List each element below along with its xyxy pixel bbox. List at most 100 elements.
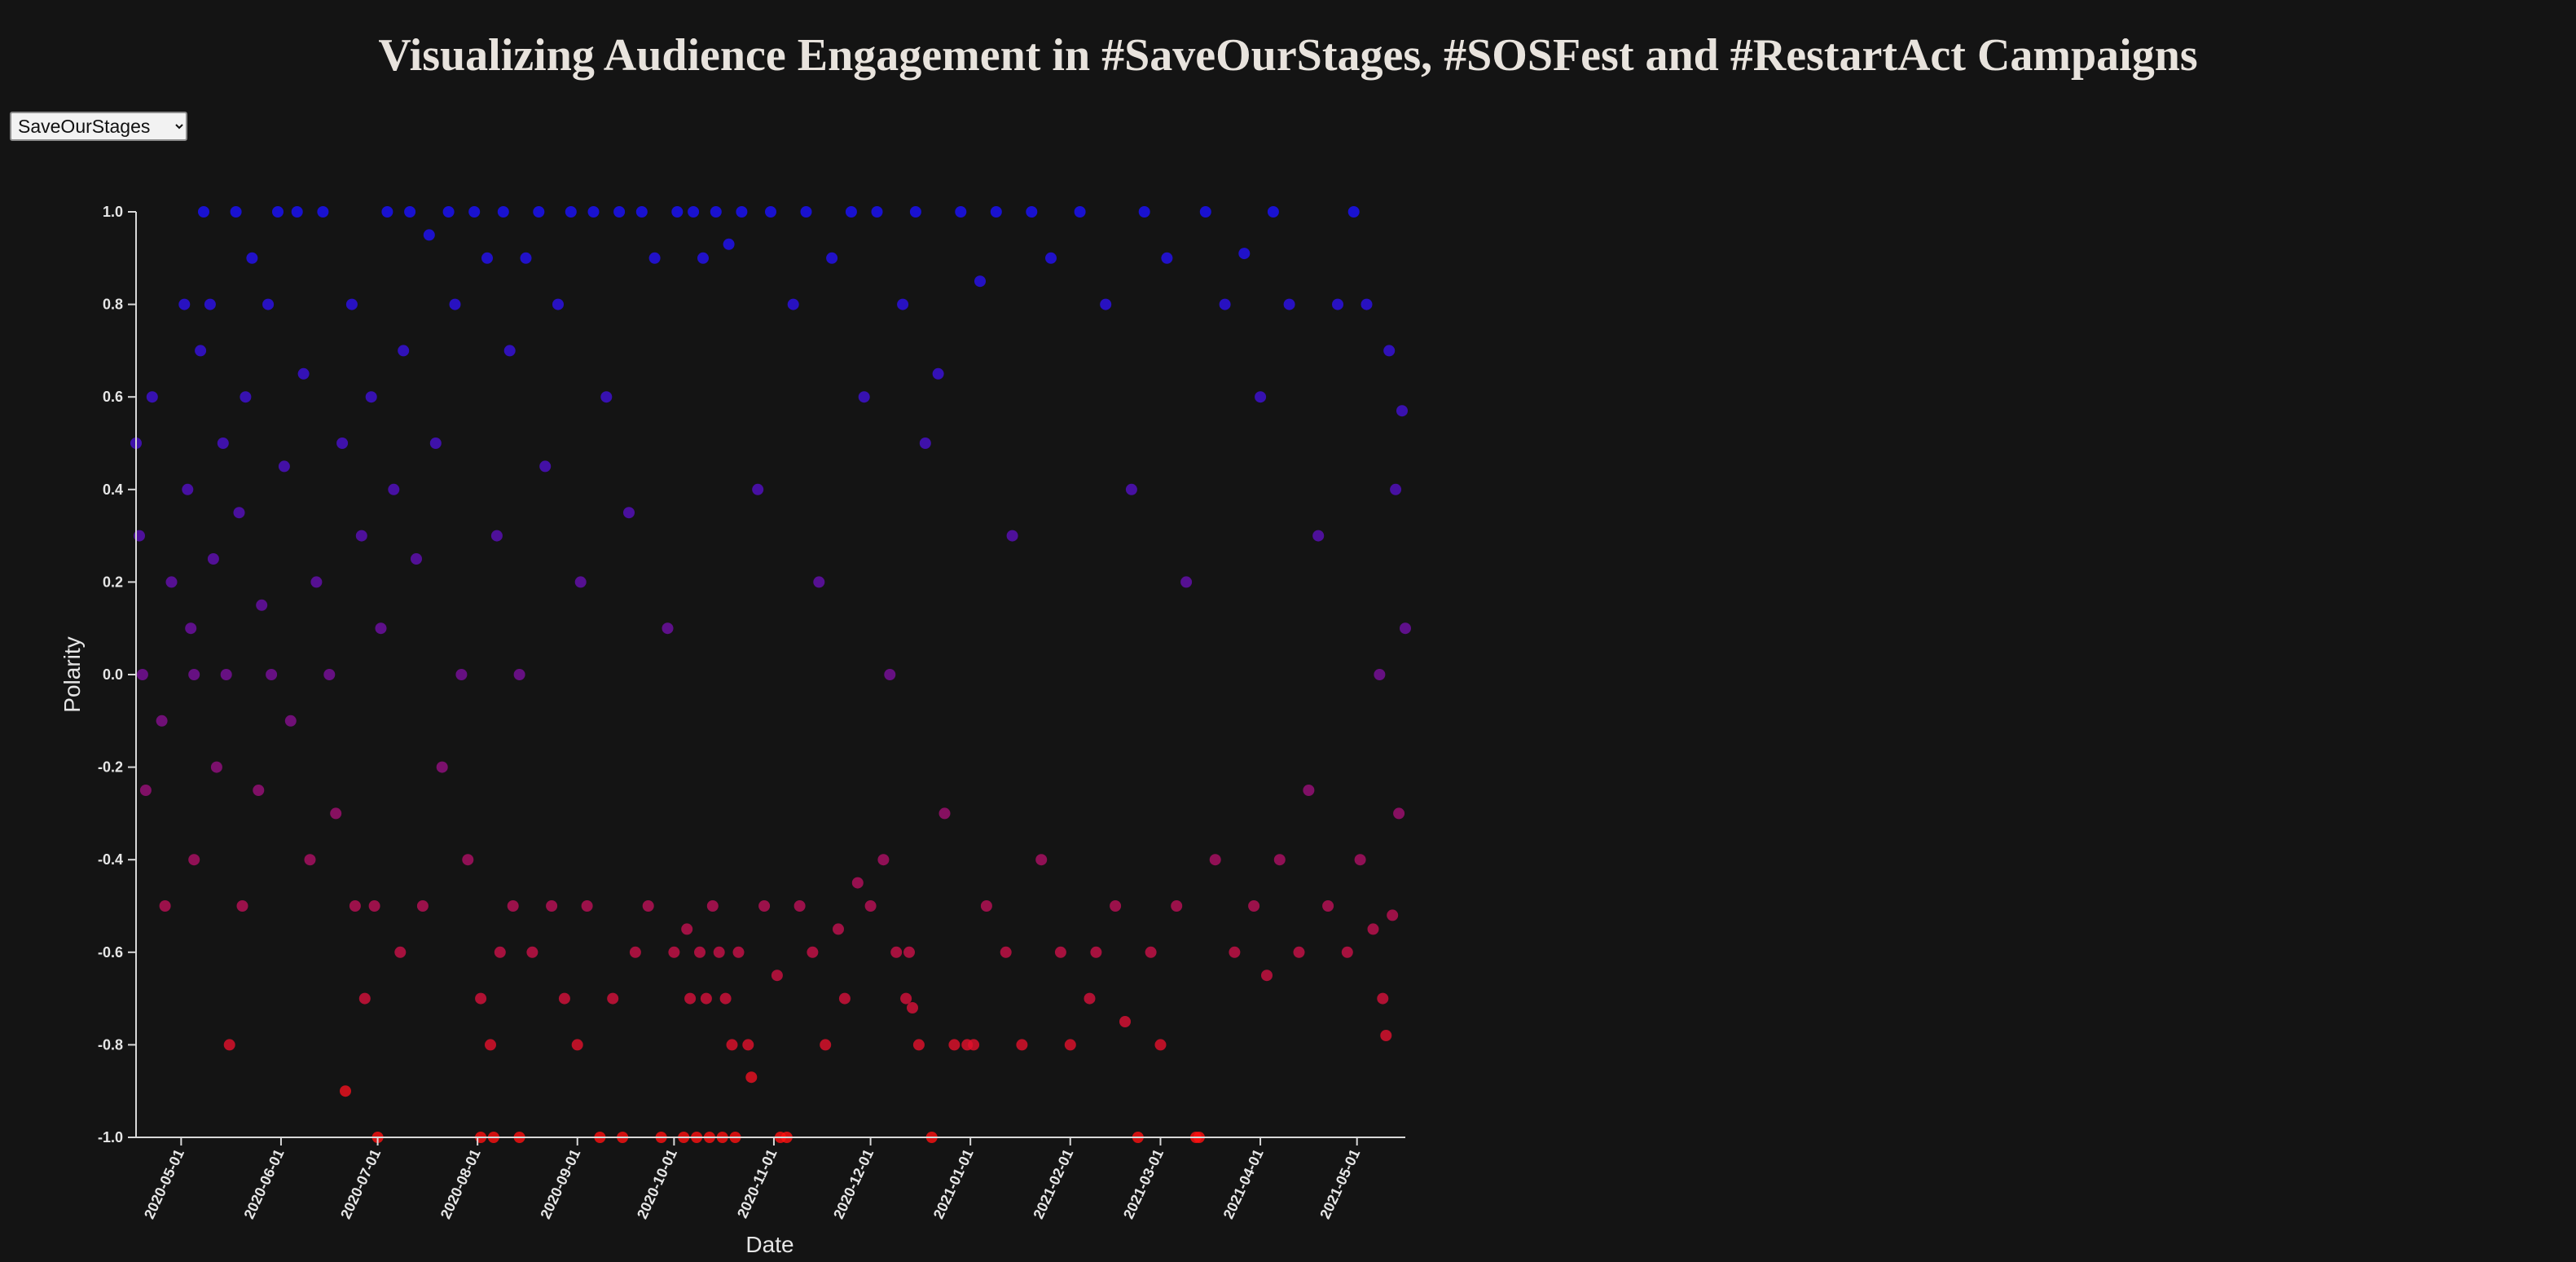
x-axis-title: Date <box>745 1232 793 1257</box>
data-point <box>490 530 503 542</box>
data-point <box>136 669 148 680</box>
data-point <box>178 298 191 310</box>
data-point <box>1219 298 1231 310</box>
y-tick-label: 0.6 <box>103 389 123 405</box>
campaign-selector[interactable]: SaveOurStages <box>10 112 187 141</box>
data-point <box>1293 946 1305 958</box>
data-point <box>220 669 232 680</box>
data-point <box>1035 854 1048 866</box>
data-point <box>1110 900 1122 912</box>
data-point <box>648 252 661 264</box>
data-point <box>411 553 422 565</box>
data-point <box>1390 483 1402 495</box>
data-point <box>539 460 552 473</box>
data-point <box>1138 206 1150 218</box>
data-point <box>1100 298 1112 310</box>
data-point <box>974 275 986 288</box>
data-point <box>381 206 393 218</box>
data-points-layer <box>130 206 1411 1143</box>
x-tick-label: 2021-01-01 <box>930 1146 977 1221</box>
data-point <box>449 298 461 310</box>
data-point <box>1283 298 1295 310</box>
data-point <box>481 252 493 264</box>
data-point <box>429 438 442 449</box>
data-point <box>195 345 207 357</box>
data-point <box>485 1039 496 1051</box>
data-point <box>1341 946 1353 958</box>
data-point <box>1374 669 1386 680</box>
data-point <box>310 576 323 588</box>
data-point <box>752 483 764 495</box>
data-point <box>159 900 171 912</box>
data-point <box>1090 946 1102 958</box>
data-point <box>1209 854 1221 866</box>
data-point <box>394 946 407 958</box>
data-point <box>719 992 732 1005</box>
data-point <box>497 206 509 218</box>
data-point <box>1084 992 1096 1005</box>
data-point <box>771 970 783 982</box>
x-tick-label: 2021-03-01 <box>1120 1146 1167 1221</box>
data-point <box>574 576 587 588</box>
data-point <box>188 854 200 866</box>
data-point <box>980 900 992 912</box>
data-point <box>909 206 921 218</box>
data-point <box>1361 298 1373 310</box>
y-tick-label: -0.4 <box>98 851 123 868</box>
x-tick-label: 2021-02-01 <box>1030 1146 1076 1221</box>
data-point <box>278 460 290 473</box>
data-point <box>939 807 951 820</box>
data-point <box>236 900 248 912</box>
data-point <box>800 206 812 218</box>
data-point <box>182 483 194 495</box>
data-point <box>736 206 748 218</box>
data-point <box>304 854 316 866</box>
data-point <box>684 992 697 1005</box>
data-point <box>726 1039 738 1051</box>
data-point <box>291 206 303 218</box>
data-point <box>423 229 435 241</box>
data-point <box>503 345 516 357</box>
data-point <box>365 391 377 403</box>
data-point <box>375 622 387 635</box>
x-tick-label: 2021-04-01 <box>1220 1146 1267 1221</box>
data-point <box>1026 206 1038 218</box>
y-tick-label: 0.4 <box>103 481 123 498</box>
x-tick-label: 2020-06-01 <box>241 1146 288 1221</box>
data-point <box>948 1039 961 1051</box>
data-point <box>732 946 745 958</box>
y-tick-label: 0.8 <box>103 297 123 313</box>
data-point <box>368 900 380 912</box>
data-point <box>694 946 706 958</box>
y-tick-label: 1.0 <box>103 204 123 220</box>
data-point <box>507 900 519 912</box>
data-point <box>1074 206 1086 218</box>
data-point <box>1154 1039 1167 1051</box>
data-point <box>968 1039 980 1051</box>
data-point <box>871 206 883 218</box>
data-point <box>233 507 245 519</box>
data-point <box>1303 785 1315 796</box>
data-point <box>1045 252 1057 264</box>
data-point <box>185 622 197 635</box>
data-point <box>398 345 410 357</box>
data-point <box>787 298 799 310</box>
data-point <box>1367 923 1379 935</box>
data-point <box>877 854 890 866</box>
data-point <box>1332 298 1343 310</box>
data-point <box>723 238 735 250</box>
data-point <box>330 807 342 820</box>
axes-layer: 1.0 0.8 0.6 0.4 0.2 0.0 -0.2 -0.4 -0.6 -0.8 -1.0 20… <box>98 204 1405 1221</box>
data-point <box>1238 248 1251 260</box>
data-point <box>256 599 268 611</box>
y-tick-label: 0.0 <box>103 666 123 683</box>
data-point <box>587 206 600 218</box>
data-point <box>600 391 613 403</box>
data-point <box>246 252 258 264</box>
data-point <box>1180 576 1193 588</box>
data-point <box>1400 622 1411 635</box>
x-tick-label: 2020-11-01 <box>734 1146 780 1220</box>
campaign-dropdown[interactable]: SaveOurStages <box>10 112 187 141</box>
data-point <box>436 761 448 773</box>
data-point <box>494 946 506 958</box>
